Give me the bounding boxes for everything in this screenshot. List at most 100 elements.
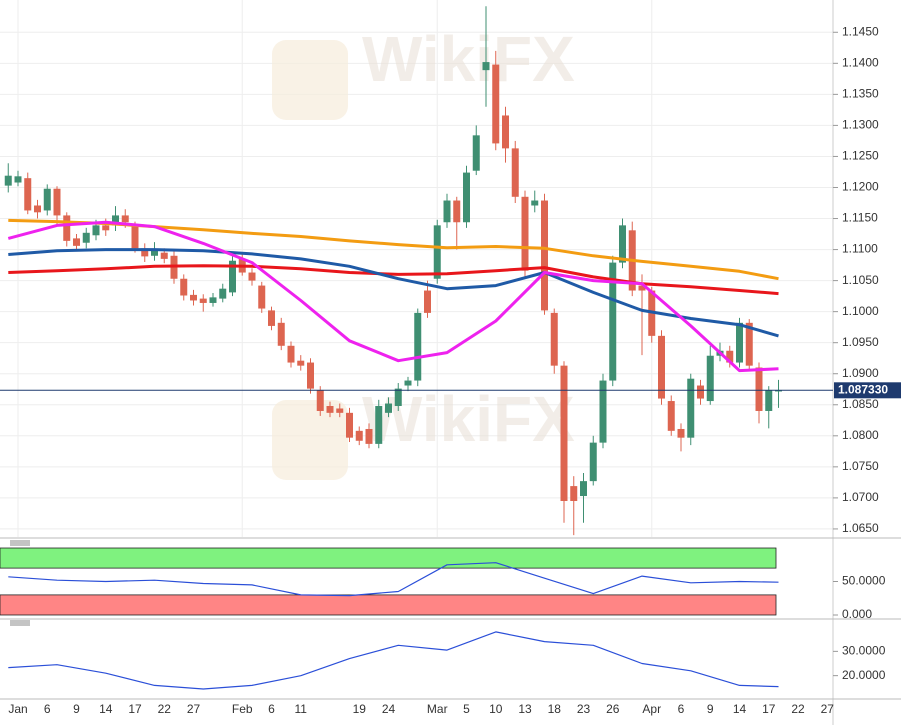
x-tick-label: 27 [187, 702, 201, 716]
last-price-box [834, 382, 901, 399]
candle-body [219, 288, 227, 299]
y-tick-label: 1.1350 [842, 87, 879, 101]
candle-body [765, 390, 773, 411]
x-tick-label: 6 [268, 702, 275, 716]
candle-body [394, 388, 402, 407]
candle-body [619, 225, 626, 263]
candle-body [53, 188, 61, 216]
y-tick-label: 1.1000 [842, 304, 879, 318]
pane-handle[interactable] [10, 540, 30, 546]
candle-body [385, 403, 392, 413]
candle-body [433, 225, 441, 279]
x-tick-label: 23 [577, 702, 591, 716]
candle-body [365, 428, 373, 444]
candle-body [73, 238, 80, 246]
candle-body [112, 215, 119, 226]
y-tick-label: 1.1450 [842, 24, 879, 38]
candle-body [697, 385, 704, 399]
x-tick-label: 26 [606, 702, 620, 716]
candle-body [706, 355, 714, 402]
candle-body [424, 290, 431, 313]
candle-body [229, 260, 236, 293]
candle-body [589, 442, 597, 482]
candle-body [199, 298, 207, 303]
x-tick-label: 5 [463, 702, 470, 716]
pane-handle[interactable] [10, 620, 30, 626]
candle-body [667, 401, 675, 431]
y-tick-label: 1.0900 [842, 366, 879, 380]
candle-body [404, 380, 412, 386]
x-tick-label: Jan [8, 702, 27, 716]
x-tick-label: 22 [158, 702, 172, 716]
candle-body [326, 406, 334, 413]
indicator-line [7, 220, 779, 373]
watermark-logo [272, 40, 348, 120]
indicator-line [8, 248, 779, 338]
watermark-top: WikiFX [272, 23, 575, 120]
candle-body [102, 225, 110, 231]
x-tick-label: 17 [128, 702, 142, 716]
candle-body [34, 205, 41, 213]
x-tick-label: Mar [427, 702, 448, 716]
x-tick-label: 17 [762, 702, 776, 716]
candle-body [414, 312, 422, 381]
candle-body [570, 486, 578, 501]
candle-body [151, 250, 158, 256]
candle-body [560, 365, 568, 501]
candle-body [336, 408, 344, 413]
candle-body [307, 362, 314, 389]
candle-body [492, 64, 500, 144]
candle-body [658, 335, 665, 399]
candle-body [521, 196, 529, 271]
candle-body [550, 312, 558, 366]
y-tick-label: 1.0750 [842, 459, 879, 473]
x-tick-label: 19 [353, 702, 367, 716]
candle-body [726, 350, 734, 363]
candle-body [443, 200, 451, 223]
candle-body [248, 272, 256, 281]
y-tick-label: 1.1400 [842, 55, 879, 69]
candle-body [4, 175, 12, 186]
candle-body [541, 200, 548, 311]
candle-body [43, 188, 51, 211]
candle-body [355, 430, 363, 441]
last-price-label: 1.087330 [838, 382, 888, 396]
candle-body [258, 285, 266, 309]
candle-body [180, 278, 188, 296]
y-tick-label: 1.0800 [842, 428, 879, 442]
band [0, 594, 777, 616]
candle-body [511, 148, 519, 197]
candle-body [268, 310, 275, 326]
candle-body [531, 200, 539, 206]
candle-body [677, 428, 685, 438]
y-tick-label: 30.0000 [842, 644, 886, 658]
y-tick-label: 1.1300 [842, 118, 879, 132]
indicator-line [8, 264, 779, 296]
candle-body [502, 115, 509, 149]
candle-body [287, 345, 295, 363]
candle-body [277, 322, 285, 346]
candle-body [453, 200, 461, 223]
candle-body [316, 390, 324, 411]
x-tick-label: 11 [295, 702, 308, 716]
candle-body [638, 285, 646, 291]
watermark-text: WikiFX [362, 383, 575, 455]
x-tick-label: 9 [73, 702, 80, 716]
candle-body [609, 262, 617, 381]
band [0, 547, 777, 569]
candle-body [599, 380, 607, 443]
candle-body [375, 406, 383, 444]
candle-body [141, 248, 149, 257]
indicator-line [8, 631, 779, 690]
candle-body [190, 294, 197, 301]
y-tick-label: 0.000 [842, 607, 872, 621]
y-tick-label: 1.1050 [842, 273, 879, 287]
x-tick-label: Apr [642, 702, 661, 716]
y-tick-label: 1.0700 [842, 490, 879, 504]
candle-body [131, 225, 139, 249]
candle-body [745, 322, 753, 366]
y-tick-label: 1.0950 [842, 335, 879, 349]
y-tick-label: 1.1200 [842, 180, 879, 194]
